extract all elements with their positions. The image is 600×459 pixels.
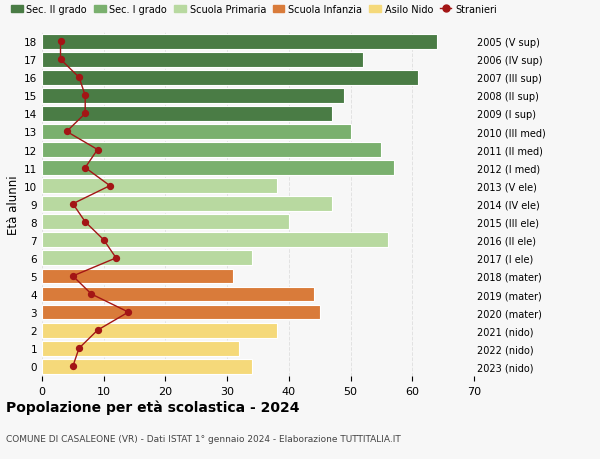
- Bar: [42, 359, 252, 374]
- Bar: [42, 251, 252, 266]
- Bar: [42, 287, 314, 302]
- Point: [111, 255, 121, 262]
- Point: [124, 309, 133, 316]
- Bar: [42, 323, 277, 338]
- Bar: [42, 197, 332, 212]
- Bar: [42, 161, 394, 176]
- Bar: [42, 215, 289, 230]
- Point: [68, 201, 77, 208]
- Bar: [42, 143, 382, 157]
- Point: [68, 363, 77, 370]
- Point: [74, 74, 84, 82]
- Bar: [42, 305, 320, 320]
- Point: [105, 183, 115, 190]
- Text: COMUNE DI CASALEONE (VR) - Dati ISTAT 1° gennaio 2024 - Elaborazione TUTTITALIA.: COMUNE DI CASALEONE (VR) - Dati ISTAT 1°…: [6, 434, 401, 443]
- Bar: [42, 269, 233, 284]
- Text: Popolazione per età scolastica - 2024: Popolazione per età scolastica - 2024: [6, 399, 299, 414]
- Point: [62, 129, 71, 136]
- Point: [56, 39, 65, 46]
- Point: [93, 327, 103, 334]
- Legend: Sec. II grado, Sec. I grado, Scuola Primaria, Scuola Infanzia, Asilo Nido, Stran: Sec. II grado, Sec. I grado, Scuola Prim…: [11, 5, 497, 15]
- Point: [80, 92, 90, 100]
- Bar: [42, 179, 277, 194]
- Bar: [42, 125, 350, 140]
- Bar: [42, 233, 388, 248]
- Bar: [42, 53, 363, 67]
- Point: [99, 237, 109, 244]
- Bar: [42, 89, 344, 103]
- Point: [80, 111, 90, 118]
- Point: [68, 273, 77, 280]
- Point: [86, 291, 96, 298]
- Y-axis label: Età alunni: Età alunni: [7, 174, 20, 234]
- Bar: [42, 34, 437, 50]
- Point: [74, 345, 84, 352]
- Point: [80, 218, 90, 226]
- Point: [56, 56, 65, 64]
- Bar: [42, 341, 239, 356]
- Point: [93, 146, 103, 154]
- Bar: [42, 107, 332, 122]
- Point: [80, 164, 90, 172]
- Bar: [42, 71, 418, 85]
